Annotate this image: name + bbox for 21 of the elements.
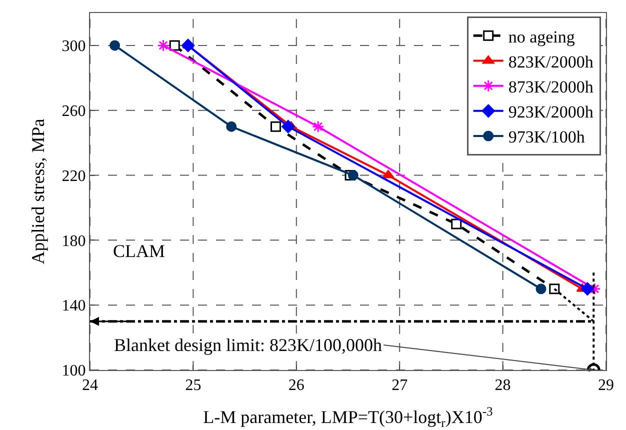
y-tick-label: 180 (62, 232, 86, 250)
x-axis-title: L-M parameter, LMP=T(30+logt$_{r}$)X10$^{-3}$ (203, 404, 493, 430)
x-tick-label: 27 (392, 377, 408, 394)
x-tick-label: 29 (598, 377, 614, 394)
legend-label: no ageing (508, 27, 576, 46)
annotation: CLAM (113, 241, 166, 261)
y-tick-label: 140 (62, 298, 86, 315)
y-tick-label: 300 (62, 38, 86, 56)
legend-label: 823K/2000h (508, 52, 594, 72)
legend-label: 973K/100h (508, 128, 586, 147)
legend-label: 923K/2000h (508, 102, 594, 122)
y-tick-label: 220 (62, 168, 86, 185)
annotation: Blanket design limit: 823K/100,000h (114, 335, 382, 355)
x-tick-label: 28 (494, 377, 511, 394)
x-tick-label: 24 (82, 377, 98, 394)
y-axis-title: Applied stress, MPa (28, 118, 48, 264)
x-tick-label: 25 (185, 377, 202, 394)
y-tick-label: 260 (62, 102, 86, 120)
legend-label: 873K/2000h (508, 77, 594, 96)
y-tick-label: 100 (62, 362, 86, 380)
x-tick-label: 26 (288, 377, 304, 394)
